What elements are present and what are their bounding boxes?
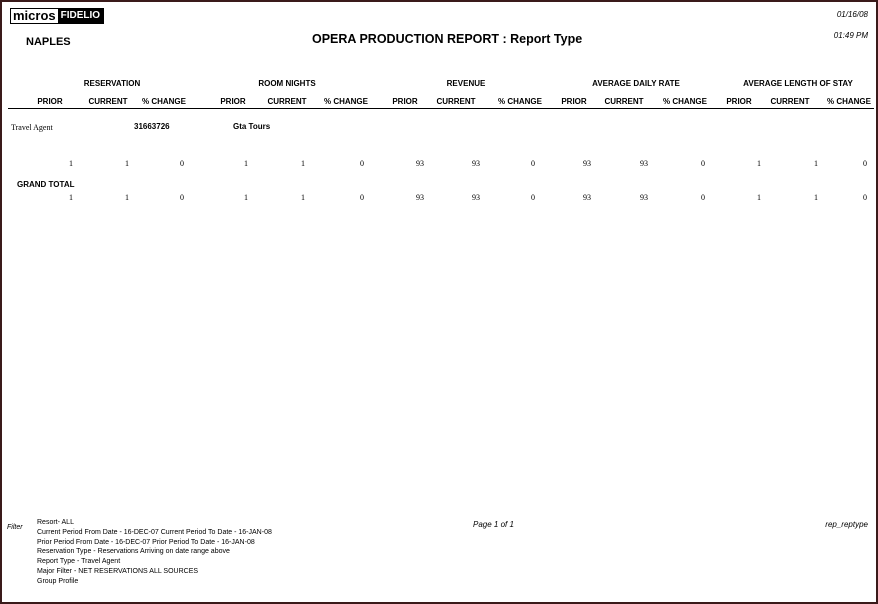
report-id: rep_reptype (825, 520, 868, 529)
micros-fidelio-logo: micros FIDELIO (10, 8, 105, 24)
group-header: AVERAGE DAILY RATE (592, 79, 680, 88)
column-header: % CHANGE (323, 97, 368, 106)
grand-total-cell: 0 (531, 193, 535, 202)
data-cell: 0 (531, 159, 535, 168)
grand-total-cell: 0 (180, 193, 184, 202)
grand-total-cell: 1 (301, 193, 305, 202)
grand-total-cell: 0 (863, 193, 867, 202)
data-cell: 93 (472, 159, 480, 168)
grand-total-label: GRAND TOTAL (17, 180, 75, 189)
group-header: REVENUE (446, 79, 486, 88)
column-header: % CHANGE (141, 97, 186, 106)
grand-total-cell: 1 (125, 193, 129, 202)
data-cell: 1 (301, 159, 305, 168)
filter-line: Prior Period From Date - 16-DEC-07 Prior… (37, 538, 255, 546)
header-rule (8, 108, 874, 109)
column-header: % CHANGE (662, 97, 707, 106)
column-header: PRIOR (220, 97, 246, 106)
filter-label: Filter (7, 524, 23, 531)
column-header: % CHANGE (497, 97, 542, 106)
column-header: CURRENT (770, 97, 810, 106)
column-header: PRIOR (561, 97, 587, 106)
column-header: CURRENT (267, 97, 307, 106)
agent-id: 31663726 (134, 122, 170, 131)
data-cell: 0 (360, 159, 364, 168)
report-title: OPERA PRODUCTION REPORT : Report Type (312, 32, 583, 46)
grand-total-cell: 0 (701, 193, 705, 202)
grand-total-cell: 93 (472, 193, 480, 202)
group-header: RESERVATION (83, 79, 141, 88)
report-time: 01:49 PM (833, 31, 868, 40)
group-header: ROOM NIGHTS (258, 79, 316, 88)
column-header: PRIOR (392, 97, 418, 106)
filter-line: Report Type - Travel Agent (37, 558, 121, 566)
data-cell: 0 (180, 159, 184, 168)
logo-text: FIDELIO (57, 9, 104, 23)
data-cell: 1 (814, 159, 818, 168)
report-date: 01/16/08 (836, 10, 868, 19)
data-cell: 1 (69, 159, 73, 168)
grand-total-cell: 1 (814, 193, 818, 202)
data-cell: 93 (640, 159, 648, 168)
filter-line: Resort- ALL (37, 519, 74, 526)
grand-total-cell: 1 (757, 193, 761, 202)
data-cell: 1 (244, 159, 248, 168)
data-cell: 93 (416, 159, 424, 168)
filter-list: Resort- ALL Current Period From Date - 1… (37, 518, 272, 587)
logo-text: micros (11, 8, 58, 23)
property-name: NAPLES (26, 36, 71, 48)
grand-total-cell: 93 (640, 193, 648, 202)
page-number: Page 1 of 1 (473, 520, 514, 529)
grand-total-cell: 93 (416, 193, 424, 202)
filter-line: Major Filter - NET RESERVATIONS ALL SOUR… (37, 567, 199, 575)
column-header: PRIOR (726, 97, 752, 106)
column-header: CURRENT (604, 97, 644, 106)
grand-total-cell: 1 (69, 193, 73, 202)
data-cell: 1 (757, 159, 761, 168)
grand-total-cell: 0 (360, 193, 364, 202)
data-cell: 1 (125, 159, 129, 168)
grand-total-cell: 1 (244, 193, 248, 202)
data-cell: 0 (863, 159, 867, 168)
filter-line: Group Profile (37, 577, 79, 585)
filter-line: Current Period From Date - 16-DEC-07 Cur… (37, 528, 272, 536)
section-label: Travel Agent (11, 123, 53, 132)
filter-line: Reservation Type - Reservations Arriving… (37, 548, 230, 556)
column-header: % CHANGE (826, 97, 871, 106)
column-header: PRIOR (37, 97, 63, 106)
agent-name: Gta Tours (233, 122, 271, 131)
column-header: CURRENT (436, 97, 476, 106)
grand-total-cell: 93 (583, 193, 591, 202)
data-cell: 93 (583, 159, 591, 168)
group-header: AVERAGE LENGTH OF STAY (743, 79, 853, 88)
data-cell: 0 (701, 159, 705, 168)
column-header: CURRENT (88, 97, 128, 106)
